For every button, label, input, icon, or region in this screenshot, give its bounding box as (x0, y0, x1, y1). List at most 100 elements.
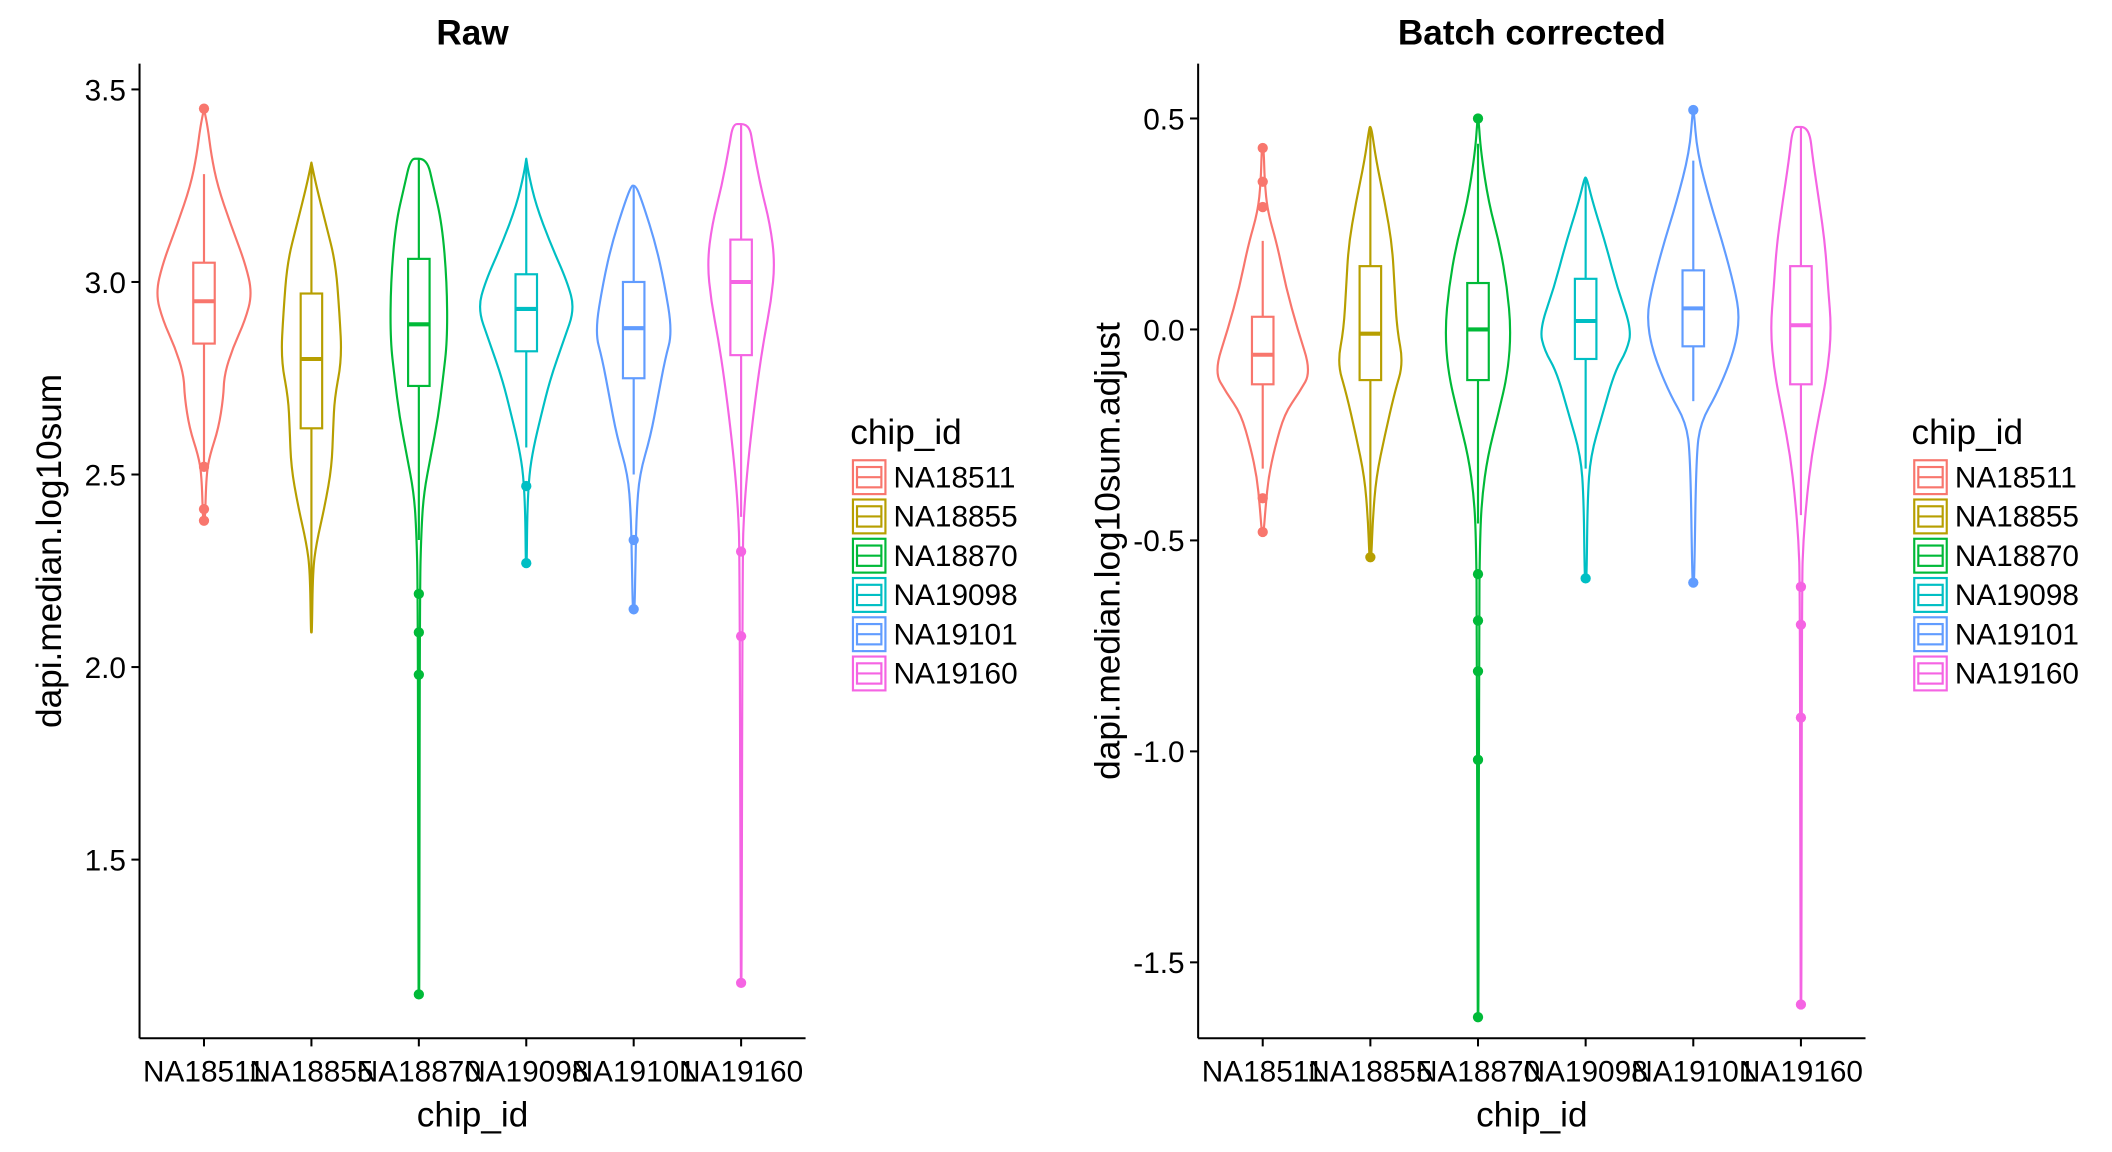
legend-key-violin (1913, 616, 1948, 653)
x-axis-title: chip_id (417, 1095, 529, 1134)
legend-item-na19098: NA19098 (851, 576, 1018, 613)
legend-label: NA19101 (894, 618, 1018, 651)
violin-group-na18511 (156, 103, 252, 526)
outlier-point (1472, 569, 1484, 580)
x-tick-label: NA19160 (1739, 1056, 1863, 1089)
violin-group-na19098 (1540, 176, 1631, 584)
legend-label: NA18870 (894, 540, 1018, 573)
outlier-point (735, 631, 747, 642)
legend-item-na18855: NA18855 (851, 498, 1018, 535)
outlier-point (198, 461, 210, 472)
y-tick-label: 0.5 (1143, 103, 1184, 136)
legend-label: NA18855 (894, 501, 1018, 534)
y-tick-label: -0.5 (1133, 525, 1184, 558)
legend-item-na18870: NA18870 (851, 537, 1018, 574)
y-tick-label: -1.5 (1133, 947, 1184, 980)
x-axis-title: chip_id (1476, 1095, 1588, 1134)
x-tick-label: NA18870 (1416, 1056, 1540, 1089)
legend-key-violin (851, 616, 887, 653)
outlier-point (413, 989, 424, 1000)
legend-key-violin (851, 576, 887, 613)
y-tick-label: 2.0 (85, 652, 126, 685)
legend-item-na19098: NA19098 (1913, 576, 2079, 613)
x-tick-label: NA19101 (572, 1056, 696, 1089)
legend: chip_id NA18511 NA18855 NA18870 NA19098 NA191… (850, 413, 1018, 692)
y-tick-label: 1.5 (85, 844, 126, 877)
outlier-point (1795, 619, 1807, 630)
y-tick-label: -1.0 (1133, 736, 1184, 769)
x-tick-label: NA19160 (679, 1056, 803, 1089)
legend-key-violin (1913, 498, 1948, 535)
box (1573, 277, 1598, 361)
outlier-point (1688, 577, 1699, 588)
outlier-point (1257, 176, 1268, 187)
y-axis-title: dapi.median.log10sum (30, 374, 69, 728)
box (514, 273, 539, 353)
x-tick-label: NA18511 (143, 1056, 265, 1089)
violin-group-na18511 (1216, 142, 1310, 538)
legend-key-violin (1913, 537, 1948, 574)
legend-item-na19160: NA19160 (1913, 655, 2079, 692)
legend-item-na19101: NA19101 (1913, 616, 2079, 653)
violin-group-na19098 (479, 157, 574, 569)
legend-key-violin (851, 537, 887, 574)
outlier-point (521, 480, 532, 492)
legend-item-na19101: NA19101 (851, 616, 1018, 653)
violin-group-na19101 (595, 184, 672, 615)
violin-group-na19101 (1647, 104, 1740, 588)
y-tick-label: 2.5 (85, 459, 126, 492)
outlier-point (198, 103, 210, 114)
outlier-point (1472, 754, 1484, 765)
x-tick-label: NA19098 (1524, 1056, 1648, 1089)
legend-item-na19160: NA19160 (851, 655, 1018, 692)
outlier-point (198, 504, 210, 515)
legend-label: NA19160 (1955, 658, 2079, 691)
legend-title: chip_id (1912, 413, 2024, 452)
legend-label: NA19098 (894, 579, 1018, 612)
outlier-point (1580, 573, 1591, 584)
legend-title: chip_id (850, 413, 962, 452)
outlier-point (413, 627, 424, 638)
x-tick-label: NA19101 (1631, 1056, 1755, 1089)
x-tick-label: NA18870 (357, 1056, 481, 1089)
legend-key-violin (851, 655, 887, 692)
panel-batch-corrected: Batch corrected -1.5 -1.0 -0.5 0.0 0.5 NA18511… (1089, 14, 2079, 1135)
outlier-point (735, 546, 747, 557)
box (1250, 315, 1275, 386)
panel-raw: Raw1.52.02.53.03.5NA18511NA18855NA18870N… (30, 14, 1018, 1135)
outlier-point (1257, 526, 1268, 538)
legend-item-na18511: NA18511 (1913, 459, 2077, 496)
x-tick-label: NA18855 (1308, 1056, 1432, 1089)
outlier-point (413, 588, 424, 600)
outlier-point (1257, 142, 1268, 154)
outlier-point (628, 534, 639, 546)
x-tick-label: NA18511 (1202, 1056, 1324, 1089)
legend-label: NA19098 (1955, 579, 2079, 612)
chart-title: Batch corrected (1398, 14, 1666, 53)
outlier-point (1795, 712, 1807, 723)
outlier-point (1472, 113, 1484, 124)
legend-key-violin (1913, 459, 1948, 496)
legend-label: NA18511 (1955, 461, 2077, 494)
box (1466, 281, 1490, 382)
outlier-point (1257, 493, 1268, 504)
legend-key-violin (1913, 576, 1948, 613)
box (729, 238, 753, 357)
outlier-point (1472, 615, 1484, 626)
legend-label: NA19160 (894, 658, 1018, 691)
violin-group-na18855 (280, 161, 343, 634)
legend-item-na18855: NA18855 (1913, 498, 2079, 535)
outlier-point (1795, 999, 1807, 1010)
legend-key-violin (851, 498, 887, 535)
violin-outline (280, 161, 343, 634)
outlier-point (1795, 581, 1807, 592)
chart-title: Raw (436, 14, 509, 53)
y-tick-label: 0.0 (1143, 314, 1184, 347)
outlier-point (521, 557, 532, 569)
legend-key-violin (1913, 655, 1948, 692)
outlier-point (1688, 104, 1699, 116)
outlier-point (1365, 552, 1376, 563)
outlier-point (413, 669, 424, 680)
violin-group-na18870 (389, 157, 449, 1000)
legend-label: NA18511 (894, 461, 1016, 494)
